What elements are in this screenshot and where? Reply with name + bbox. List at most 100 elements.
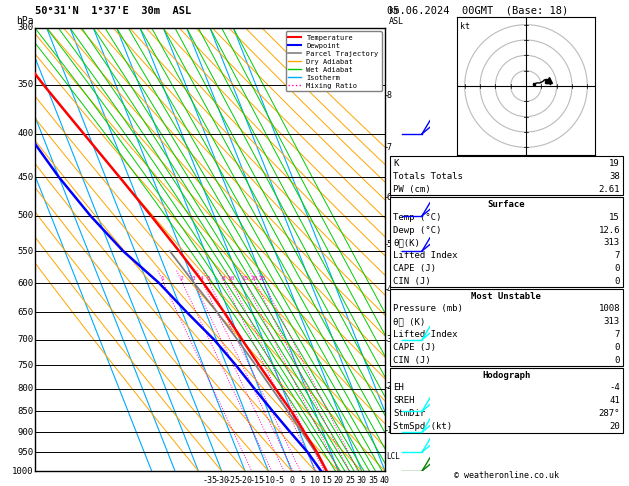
Text: 550: 550 <box>17 246 33 256</box>
Text: Dewp (°C): Dewp (°C) <box>393 226 442 235</box>
Text: -25: -25 <box>226 476 241 486</box>
Text: km
ASL: km ASL <box>389 6 403 26</box>
Text: PW (cm): PW (cm) <box>393 185 430 194</box>
Text: 7: 7 <box>387 143 392 152</box>
Text: 5: 5 <box>207 276 211 281</box>
Text: 0: 0 <box>615 356 620 364</box>
Text: 20: 20 <box>333 476 343 486</box>
Text: 2: 2 <box>179 276 183 281</box>
Text: hPa: hPa <box>16 16 33 26</box>
Text: 5: 5 <box>387 240 392 249</box>
Text: 750: 750 <box>17 361 33 370</box>
Text: -4: -4 <box>609 383 620 393</box>
Text: 1000: 1000 <box>12 467 33 475</box>
Text: 50°31'N  1°37'E  30m  ASL: 50°31'N 1°37'E 30m ASL <box>35 6 191 16</box>
Text: 300: 300 <box>17 23 33 33</box>
Text: 6: 6 <box>387 192 392 202</box>
Bar <box>390 368 623 433</box>
Text: 3: 3 <box>191 276 195 281</box>
Text: 12.6: 12.6 <box>598 226 620 235</box>
Text: 25: 25 <box>345 476 355 486</box>
Text: 313: 313 <box>604 317 620 326</box>
Text: 500: 500 <box>17 211 33 221</box>
Text: 20: 20 <box>251 276 259 281</box>
Text: 15: 15 <box>241 276 248 281</box>
Text: 1: 1 <box>160 276 164 281</box>
Text: LCL: LCL <box>387 452 401 461</box>
Text: Temp (°C): Temp (°C) <box>393 213 442 222</box>
Text: 0: 0 <box>289 476 294 486</box>
Text: 19: 19 <box>609 159 620 168</box>
Text: 10: 10 <box>310 476 320 486</box>
Text: Mixing
Ratio
(g/kg): Mixing Ratio (g/kg) <box>401 318 418 340</box>
Bar <box>390 197 623 287</box>
Text: 4: 4 <box>200 276 204 281</box>
Text: -30: -30 <box>214 476 229 486</box>
Text: CIN (J): CIN (J) <box>393 356 430 364</box>
Text: 450: 450 <box>17 173 33 182</box>
Text: 2: 2 <box>387 382 392 391</box>
Text: θᴇ (K): θᴇ (K) <box>393 317 425 326</box>
Text: 30: 30 <box>357 476 367 486</box>
Text: EH: EH <box>393 383 404 393</box>
Text: 0: 0 <box>615 343 620 352</box>
Text: 400: 400 <box>17 129 33 139</box>
Text: 800: 800 <box>17 384 33 393</box>
Text: 25: 25 <box>259 276 266 281</box>
Text: 7: 7 <box>615 330 620 339</box>
Text: -20: -20 <box>238 476 252 486</box>
Text: -5: -5 <box>275 476 285 486</box>
Text: kt: kt <box>460 21 470 31</box>
Text: 0: 0 <box>615 264 620 273</box>
Text: -35: -35 <box>203 476 218 486</box>
Text: K: K <box>393 159 398 168</box>
Text: StmDir: StmDir <box>393 409 425 418</box>
Text: 38: 38 <box>609 172 620 181</box>
Text: -15: -15 <box>249 476 264 486</box>
Text: 10: 10 <box>227 276 235 281</box>
Text: 600: 600 <box>17 278 33 288</box>
Text: Lifted Index: Lifted Index <box>393 330 457 339</box>
Text: CAPE (J): CAPE (J) <box>393 264 436 273</box>
Text: 0: 0 <box>615 277 620 286</box>
Text: Surface: Surface <box>487 200 525 209</box>
Text: 05.06.2024  00GMT  (Base: 18): 05.06.2024 00GMT (Base: 18) <box>387 6 568 16</box>
Text: 2.61: 2.61 <box>598 185 620 194</box>
Text: 850: 850 <box>17 407 33 416</box>
Text: Most Unstable: Most Unstable <box>472 292 542 300</box>
Text: 41: 41 <box>609 397 620 405</box>
Text: 15: 15 <box>609 213 620 222</box>
Text: 900: 900 <box>17 428 33 437</box>
Text: Pressure (mb): Pressure (mb) <box>393 304 463 313</box>
Text: StmSpd (kt): StmSpd (kt) <box>393 422 452 431</box>
Text: © weatheronline.co.uk: © weatheronline.co.uk <box>454 471 559 480</box>
Text: 3: 3 <box>387 335 392 344</box>
Text: Totals Totals: Totals Totals <box>393 172 463 181</box>
Text: 35: 35 <box>369 476 378 486</box>
Text: 5: 5 <box>301 476 306 486</box>
Text: 4: 4 <box>387 285 392 294</box>
Text: Lifted Index: Lifted Index <box>393 251 457 260</box>
Text: 8: 8 <box>221 276 225 281</box>
Text: 950: 950 <box>17 448 33 457</box>
Text: Hodograph: Hodograph <box>482 371 531 380</box>
Text: CAPE (J): CAPE (J) <box>393 343 436 352</box>
Text: 1: 1 <box>387 426 392 434</box>
Text: 7: 7 <box>615 251 620 260</box>
Text: 8: 8 <box>387 90 392 100</box>
Text: 350: 350 <box>17 80 33 89</box>
Text: θᴇ(K): θᴇ(K) <box>393 239 420 247</box>
Bar <box>390 289 623 366</box>
Text: 15: 15 <box>321 476 331 486</box>
Text: -10: -10 <box>261 476 276 486</box>
Text: 287°: 287° <box>598 409 620 418</box>
Text: 1008: 1008 <box>598 304 620 313</box>
Text: 313: 313 <box>604 239 620 247</box>
Text: 40: 40 <box>380 476 390 486</box>
Text: SREH: SREH <box>393 397 415 405</box>
Bar <box>390 156 623 195</box>
Legend: Temperature, Dewpoint, Parcel Trajectory, Dry Adiabat, Wet Adiabat, Isotherm, Mi: Temperature, Dewpoint, Parcel Trajectory… <box>286 32 382 91</box>
Text: 20: 20 <box>609 422 620 431</box>
Text: CIN (J): CIN (J) <box>393 277 430 286</box>
Text: 650: 650 <box>17 308 33 317</box>
